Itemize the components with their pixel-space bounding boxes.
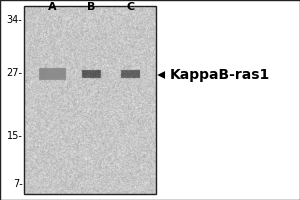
Text: A: A <box>48 2 57 12</box>
Text: 34-: 34- <box>7 15 22 25</box>
Text: B: B <box>87 2 96 12</box>
Text: 15-: 15- <box>7 131 22 141</box>
Text: C: C <box>126 2 135 12</box>
Bar <box>24 6 156 194</box>
Text: KappaB-ras1: KappaB-ras1 <box>169 68 270 82</box>
Text: 7-: 7- <box>13 179 22 189</box>
Text: 27-: 27- <box>7 68 22 78</box>
